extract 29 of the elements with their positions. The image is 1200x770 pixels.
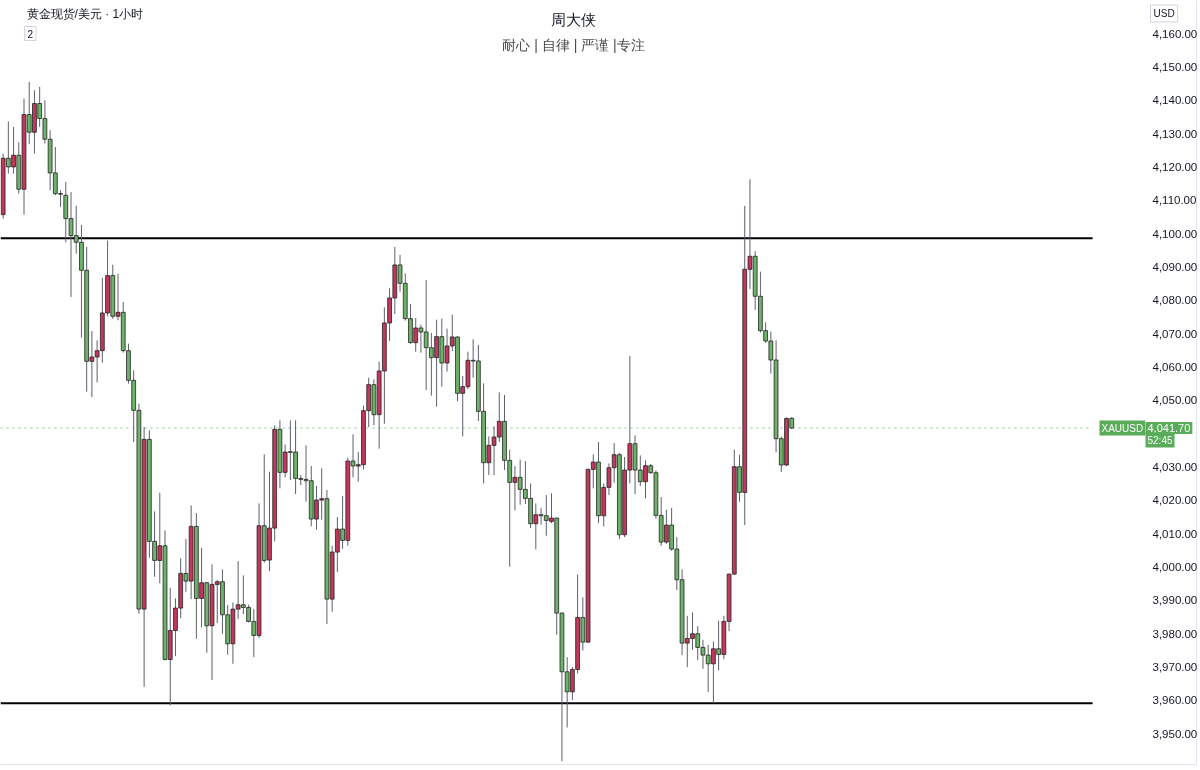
annotation: 4,041.70 — [1147, 422, 1191, 435]
y-tick-label: 4,050.00 — [1152, 394, 1198, 407]
y-tick-label: 4,080.00 — [1152, 294, 1198, 307]
text: 周大侠 — [551, 11, 596, 28]
y-tick-label: 4,130.00 — [1152, 127, 1198, 140]
y-tick-label: 4,090.00 — [1152, 260, 1198, 273]
ref-line-label: XAUUSD — [1101, 422, 1144, 434]
y-tick-label: 4,060.00 — [1152, 360, 1198, 373]
y-tick-label: 4,120.00 — [1152, 160, 1198, 173]
y-tick-label: 4,020.00 — [1152, 494, 1198, 507]
y-tick-label: 4,010.00 — [1152, 527, 1198, 540]
y-tick-label: 3,960.00 — [1152, 694, 1198, 707]
y-tick-label: 4,100.00 — [1152, 227, 1198, 240]
y-tick-label: 4,000.00 — [1152, 561, 1198, 574]
y-axis-title: USD — [1153, 8, 1175, 19]
annotation: 黄金现货/美元 · 1小时 — [26, 6, 144, 21]
y-tick-label: 4,030.00 — [1152, 461, 1198, 474]
text: 耐心 | 自律 | 严谨 |专注 — [502, 36, 645, 53]
y-tick-label: 4,070.00 — [1152, 327, 1198, 340]
y-tick-label: 4,140.00 — [1152, 94, 1198, 107]
y-tick-label: 4,160.00 — [1152, 27, 1198, 40]
y-tick-label: 3,980.00 — [1152, 627, 1198, 640]
y-tick-label: 3,950.00 — [1152, 727, 1198, 740]
annotation: 52:45 — [1147, 434, 1173, 446]
y-tick-label: 4,150.00 — [1152, 60, 1198, 73]
y-tick-label: 3,990.00 — [1152, 594, 1198, 607]
y-tick-label: 4,110.00 — [1152, 194, 1197, 207]
y-tick-label: 3,970.00 — [1152, 661, 1198, 674]
annotation: 2 — [27, 28, 34, 40]
